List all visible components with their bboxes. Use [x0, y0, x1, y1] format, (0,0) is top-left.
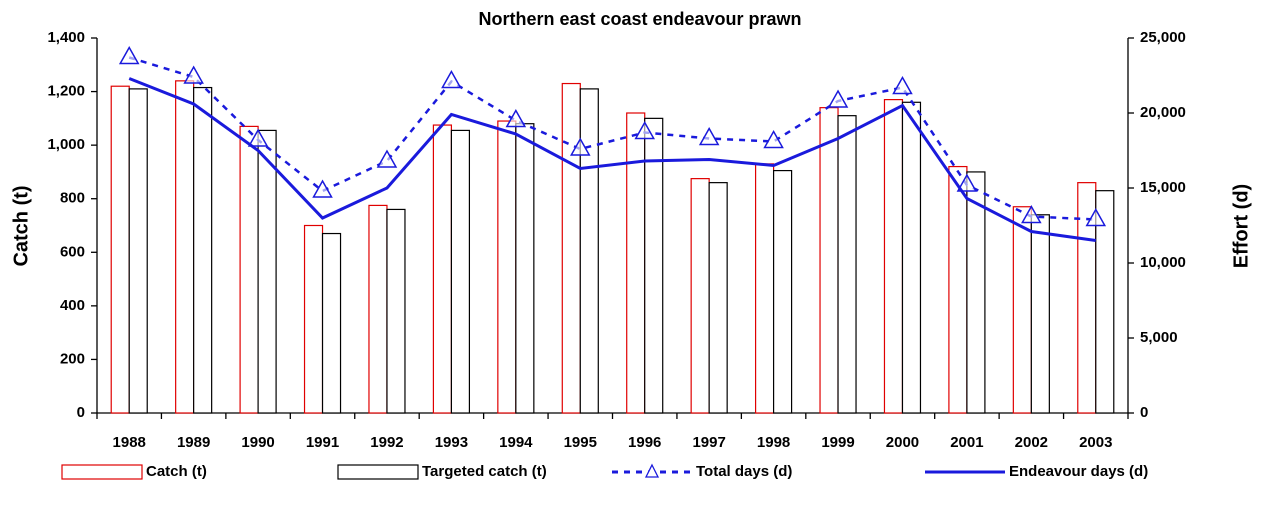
x-tick-label: 2001 [950, 434, 983, 451]
bar [386, 208, 406, 414]
legend-marker [644, 463, 660, 478]
y2-tick-label: 10,000 [1140, 254, 1186, 271]
marker [892, 75, 913, 95]
bar [368, 204, 388, 414]
bar [257, 129, 277, 414]
x-tick-label: 1997 [692, 434, 725, 451]
y-tick-label: 1,200 [47, 83, 85, 100]
y2-tick-label: 0 [1140, 404, 1148, 421]
y-tick-label: 600 [60, 243, 85, 260]
y2-tick-label: 20,000 [1140, 104, 1186, 121]
marker [956, 173, 978, 192]
y-tick-label: 1,400 [47, 29, 85, 46]
bar [515, 123, 535, 414]
bar [754, 163, 775, 414]
bar [497, 120, 517, 414]
bar [128, 88, 148, 414]
bar [193, 86, 213, 414]
chart-title: Northern east coast endeavour prawn [478, 9, 801, 29]
line [128, 77, 1096, 242]
y2-axis-title: Effort (d) [1230, 184, 1252, 268]
y-tick-label: 1,000 [47, 136, 85, 153]
bar [948, 165, 968, 414]
y-tick-label: 200 [60, 350, 85, 367]
x-tick-label: 1989 [177, 434, 210, 451]
x-tick-label: 1991 [306, 434, 339, 451]
bar [1095, 190, 1115, 414]
legend-label: Targeted catch (t) [422, 463, 547, 480]
bar [561, 82, 581, 414]
bar [432, 124, 453, 414]
bar [1030, 214, 1050, 414]
bar [772, 169, 793, 414]
marker [1085, 207, 1107, 227]
legend-label: Catch (t) [146, 463, 207, 480]
bar [837, 115, 857, 414]
x-tick-label: 1995 [564, 434, 597, 451]
legend-swatch [337, 464, 419, 480]
marker [763, 129, 784, 149]
x-tick-label: 1992 [370, 434, 403, 451]
y2-tick-label: 15,000 [1140, 179, 1186, 196]
marker [183, 65, 204, 84]
marker [312, 179, 333, 198]
bar [644, 117, 664, 414]
marker [118, 45, 140, 65]
bar [626, 112, 646, 414]
bar [901, 101, 922, 414]
y-axis-title: Catch (t) [10, 185, 32, 266]
x-tick-label: 2000 [886, 434, 919, 451]
x-tick-label: 1994 [499, 434, 533, 451]
bar [579, 88, 599, 414]
x-tick-label: 2002 [1015, 434, 1048, 451]
x-tick-label: 1999 [821, 434, 854, 451]
bar [450, 129, 471, 414]
marker [698, 126, 720, 146]
y-tick-label: 0 [77, 404, 85, 421]
line [128, 56, 1096, 221]
bar [1012, 206, 1032, 414]
legend-swatch [61, 464, 143, 480]
legend-label: Total days (d) [696, 463, 792, 480]
marker [376, 149, 398, 168]
marker [827, 89, 849, 108]
marker [634, 120, 656, 140]
bar [966, 171, 986, 414]
y-tick-label: 800 [60, 190, 85, 207]
marker [247, 128, 269, 147]
y2-tick-label: 25,000 [1140, 29, 1186, 46]
x-tick-label: 1998 [757, 434, 790, 451]
marker [441, 69, 462, 89]
bar [239, 125, 259, 414]
x-tick-label: 1990 [241, 434, 274, 451]
bar [110, 85, 130, 414]
bar [175, 80, 195, 414]
x-tick-label: 1996 [628, 434, 661, 451]
bar [303, 224, 324, 414]
marker [1021, 204, 1042, 224]
y2-tick-label: 5,000 [1140, 329, 1178, 346]
y-tick-label: 400 [60, 297, 85, 314]
bar [708, 182, 728, 414]
bar [321, 232, 342, 414]
bar [819, 107, 839, 414]
x-tick-label: 2003 [1079, 434, 1112, 451]
bar [883, 99, 904, 414]
legend-label: Endeavour days (d) [1009, 463, 1148, 480]
marker [569, 137, 591, 156]
bar [690, 178, 710, 414]
x-tick-label: 1988 [113, 434, 146, 451]
marker [505, 108, 527, 128]
x-tick-label: 1993 [435, 434, 468, 451]
